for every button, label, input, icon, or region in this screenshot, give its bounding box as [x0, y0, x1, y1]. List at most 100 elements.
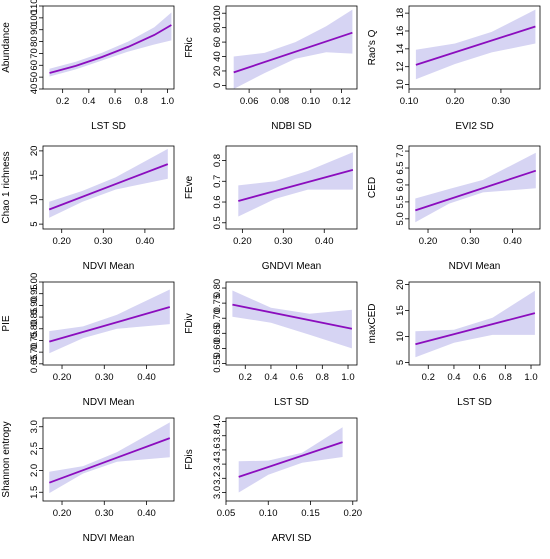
panel-7: 0.20 0.30 0.40 0.650.700.750.800.850.900.95…: [1, 273, 175, 408]
plot-frame: [225, 417, 358, 502]
y-tick-label: 15: [395, 305, 406, 316]
y-axis-title: Chao 1 richness: [1, 151, 12, 223]
y-tick-label: 100: [212, 5, 223, 21]
plot-frame: [42, 5, 175, 90]
x-tick-label: 0.4: [447, 372, 460, 383]
x-tick-label: 0.20: [233, 236, 252, 247]
y-axis-title: CED: [367, 177, 378, 198]
fit-line: [49, 24, 172, 74]
y-tick-label: 100: [29, 10, 40, 26]
y-tick-label: 0.85: [29, 308, 40, 327]
y-tick-label: 2.0: [29, 464, 40, 477]
x-tick-label: 0.8: [316, 372, 329, 383]
panel-6: 0.20 0.30 0.40 5.0 5.5 6.0 6.5 7.0 NDVI Mean CED: [367, 144, 541, 272]
y-tick-label: 70: [29, 48, 40, 59]
x-axis-title: NDVI Mean: [83, 261, 135, 272]
x-tick-label: 0.15: [301, 508, 320, 519]
fit-line: [233, 31, 353, 74]
y-tick-label: 0.70: [212, 309, 223, 328]
x-axis-title: NDVI Mean: [83, 397, 135, 408]
y-tick-label: 0.90: [29, 296, 40, 315]
plot-frame: [42, 281, 175, 366]
x-tick-label: 1.0: [341, 372, 354, 383]
x-tick-label: 0.4: [82, 96, 95, 107]
x-tick-label: 0.12: [332, 96, 351, 107]
x-tick-label: 1.0: [524, 372, 537, 383]
x-tick-label: 0.20: [53, 508, 72, 519]
x-tick-label: 0.8: [499, 372, 512, 383]
x-tick-label: 0.40: [137, 372, 156, 383]
y-tick-label: 2.5: [29, 442, 40, 455]
y-tick-label: 14: [395, 44, 406, 55]
x-tick-label: 0.30: [95, 508, 114, 519]
x-tick-label: 0.30: [94, 236, 113, 247]
y-tick-label: 0: [212, 83, 223, 88]
x-tick-label: 0.08: [271, 96, 290, 107]
y-tick-label: 3.2: [212, 472, 223, 485]
y-axis-title: FDis: [184, 449, 195, 470]
x-tick-label: 0.10: [400, 96, 419, 107]
confidence-band: [49, 422, 170, 494]
y-tick-label: 0.5: [212, 216, 223, 229]
x-tick-label: 0.40: [137, 508, 156, 519]
confidence-band: [415, 290, 535, 358]
y-tick-label: 0.6: [212, 195, 223, 208]
y-tick-label: 110: [29, 0, 40, 14]
plot-frame: [42, 417, 175, 502]
y-tick-label: 6.5: [395, 161, 406, 174]
panel-8: 0.2 0.4 0.6 0.8 1.0 0.550.600.650.700.750.80 L…: [184, 279, 358, 408]
fit-line: [48, 163, 169, 211]
panel-3: 0.10 0.20 0.30 10 12 14 16 18 EVI2 SD Rao's Q: [367, 5, 541, 132]
x-axis-title: LST SD: [457, 397, 492, 408]
y-tick-label: 10: [29, 194, 40, 205]
panel-5: 0.20 0.30 0.40 0.5 0.6 0.7 0.8 GNDVI Mean FEve: [184, 145, 358, 272]
plot-frame: [408, 281, 541, 366]
x-tick-label: 0.20: [446, 96, 465, 107]
y-tick-label: 60: [29, 60, 40, 71]
fit-line: [48, 437, 171, 484]
y-tick-label: 0.60: [212, 339, 223, 358]
y-tick-label: 0.7: [212, 175, 223, 188]
x-tick-label: 0.06: [240, 96, 259, 107]
y-tick-label: 3.4: [212, 458, 223, 471]
x-tick-label: 0.6: [290, 372, 303, 383]
x-axis-title: NDBI SD: [271, 121, 312, 132]
y-axis-title: FDiv: [184, 313, 195, 334]
y-tick-label: 7.0: [395, 144, 406, 157]
plot-frame: [225, 145, 358, 230]
x-axis-title: NDVI Mean: [83, 533, 135, 544]
fit-line: [415, 312, 536, 346]
y-tick-label: 5.0: [395, 212, 406, 225]
plot-frame: [42, 145, 175, 230]
x-axis-title: NDVI Mean: [449, 261, 501, 272]
plot-frame: [225, 281, 358, 366]
confidence-band: [238, 152, 353, 217]
y-tick-label: 40: [29, 84, 40, 95]
y-tick-label: 15: [29, 170, 40, 181]
x-tick-label: 0.40: [136, 236, 155, 247]
y-tick-label: 90: [29, 24, 40, 35]
x-tick-label: 0.20: [53, 372, 72, 383]
confidence-band: [232, 290, 352, 349]
y-axis-title: Rao's Q: [367, 29, 378, 65]
y-tick-label: 3.0: [212, 486, 223, 499]
y-tick-label: 0.80: [212, 279, 223, 298]
y-axis-title: Shannon entropy: [1, 421, 12, 497]
y-tick-label: 0.55: [212, 354, 223, 373]
y-tick-label: 20: [395, 279, 406, 290]
x-tick-label: 0.4: [264, 372, 277, 383]
panel-10: 0.20 0.30 0.40 1.5 2.0 2.5 3.0 NDVI Mean Shannon…: [1, 417, 175, 544]
y-tick-label: 1.00: [29, 273, 40, 292]
y-tick-label: 20: [29, 146, 40, 157]
x-tick-label: 1.0: [161, 96, 174, 107]
confidence-band: [49, 289, 170, 354]
x-tick-label: 0.2: [56, 96, 69, 107]
x-tick-label: 0.6: [473, 372, 486, 383]
y-axis-title: FEve: [184, 175, 195, 199]
panel-9: 0.2 0.4 0.6 0.8 1.0 5 10 15 20 LST SD maxCED: [367, 279, 541, 408]
plot-frame: [408, 5, 541, 90]
y-tick-label: 6.0: [395, 178, 406, 191]
